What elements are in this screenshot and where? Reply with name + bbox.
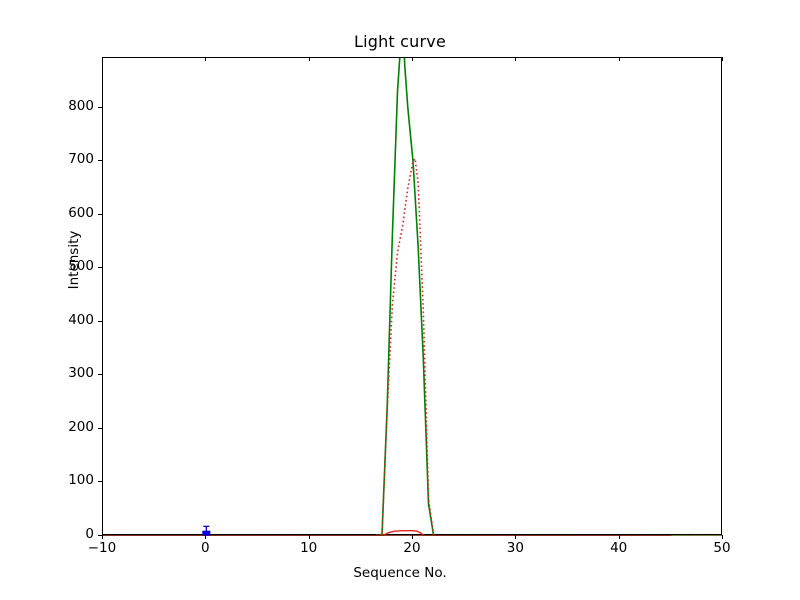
series-group <box>103 58 723 536</box>
x-tick-label: 20 <box>403 540 421 556</box>
x-tick-mark-top <box>309 57 310 61</box>
y-tick-mark <box>98 214 102 215</box>
y-tick-mark <box>98 535 102 536</box>
y-tick-mark <box>98 374 102 375</box>
y-tick-mark <box>98 267 102 268</box>
plot-area <box>102 57 723 536</box>
y-tick-mark <box>98 321 102 322</box>
y-tick-label: 200 <box>68 418 94 435</box>
y-tick-label: 400 <box>68 311 94 328</box>
y-tick-label: 300 <box>68 365 94 382</box>
x-tick-mark-top <box>515 57 516 61</box>
x-tick-mark <box>515 535 516 539</box>
x-tick-mark-top <box>412 57 413 61</box>
x-tick-mark-top <box>619 57 620 61</box>
y-tick-label: 100 <box>68 472 94 489</box>
x-tick-label: 30 <box>506 540 524 556</box>
series-measurement-blue <box>202 525 211 536</box>
x-tick-mark <box>309 535 310 539</box>
chart-title: Light curve <box>353 32 447 51</box>
y-tick-mark <box>98 428 102 429</box>
y-tick-mark <box>98 481 102 482</box>
x-tick-label: −10 <box>87 540 117 556</box>
x-tick-mark <box>412 535 413 539</box>
x-tick-mark <box>102 535 103 539</box>
x-tick-mark <box>205 535 206 539</box>
y-tick-label: 700 <box>68 151 94 168</box>
x-tick-label: 10 <box>300 540 318 556</box>
y-tick-label: 0 <box>85 526 94 542</box>
x-tick-label: 40 <box>610 540 628 556</box>
y-tick-label: 600 <box>68 204 94 221</box>
y-tick-mark <box>98 107 102 108</box>
series-canvas <box>103 58 723 536</box>
x-tick-label: 0 <box>201 540 210 556</box>
x-axis-label: Sequence No. <box>353 565 447 581</box>
x-tick-mark-top <box>722 57 723 61</box>
series-model-green <box>103 58 723 536</box>
y-tick-label: 800 <box>68 97 94 114</box>
x-tick-mark-top <box>102 57 103 61</box>
x-tick-label: 50 <box>713 540 731 556</box>
x-tick-mark-top <box>205 57 206 61</box>
series-data-red-dotted <box>103 156 723 536</box>
y-tick-mark <box>98 160 102 161</box>
series-baseline-red-solid <box>103 529 672 536</box>
x-tick-mark <box>722 535 723 539</box>
y-tick-label: 500 <box>68 258 94 275</box>
x-tick-mark <box>619 535 620 539</box>
